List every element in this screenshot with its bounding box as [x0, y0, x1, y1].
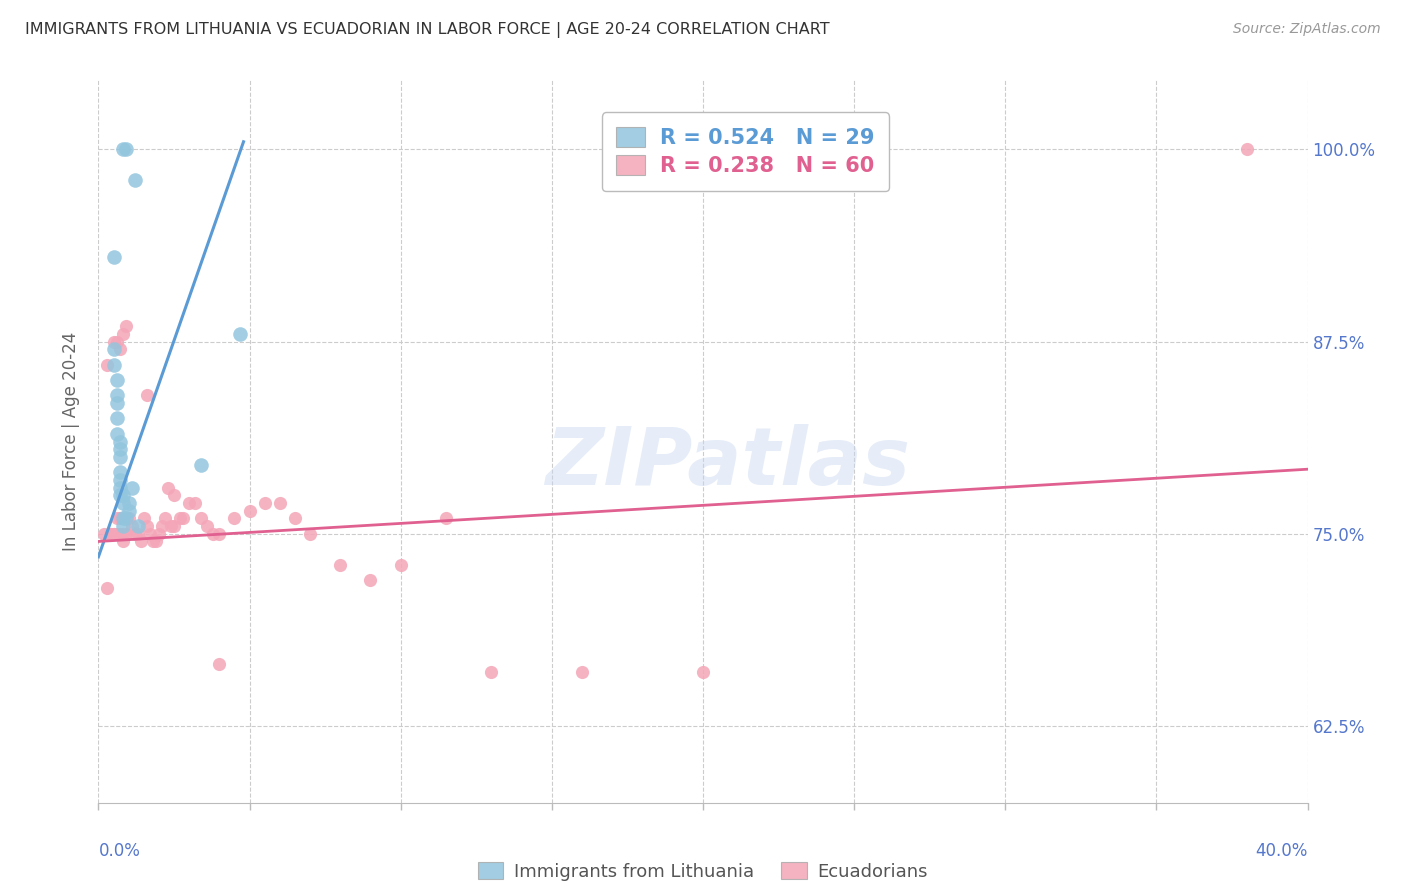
Point — [195, 519, 218, 533]
Point — [269, 496, 291, 510]
Point — [481, 665, 503, 680]
Point — [239, 504, 262, 518]
Point — [190, 458, 212, 472]
Point — [148, 526, 170, 541]
Point — [160, 519, 183, 533]
Point — [100, 526, 122, 541]
Point — [208, 526, 231, 541]
Point — [124, 526, 146, 541]
Point — [108, 473, 131, 487]
Point — [172, 511, 194, 525]
Point — [111, 496, 134, 510]
Y-axis label: In Labor Force | Age 20-24: In Labor Force | Age 20-24 — [62, 332, 80, 551]
Point — [150, 519, 173, 533]
Point — [114, 143, 136, 157]
Point — [105, 334, 128, 349]
Point — [111, 534, 134, 549]
Text: 0.0%: 0.0% — [98, 842, 141, 860]
Point — [360, 573, 382, 587]
Point — [96, 581, 118, 595]
Text: Source: ZipAtlas.com: Source: ZipAtlas.com — [1233, 22, 1381, 37]
Point — [142, 534, 165, 549]
Point — [108, 465, 131, 479]
Text: 40.0%: 40.0% — [1256, 842, 1308, 860]
Point — [108, 526, 131, 541]
Point — [129, 534, 152, 549]
Point — [103, 526, 125, 541]
Legend: Immigrants from Lithuania, Ecuadorians: Immigrants from Lithuania, Ecuadorians — [471, 855, 935, 888]
Text: IMMIGRANTS FROM LITHUANIA VS ECUADORIAN IN LABOR FORCE | AGE 20-24 CORRELATION C: IMMIGRANTS FROM LITHUANIA VS ECUADORIAN … — [25, 22, 830, 38]
Point — [105, 396, 128, 410]
Point — [135, 388, 157, 402]
Point — [179, 496, 201, 510]
Point — [108, 343, 131, 357]
Point — [103, 334, 125, 349]
Point — [111, 526, 134, 541]
Point — [93, 526, 115, 541]
Point — [103, 358, 125, 372]
Point — [111, 511, 134, 525]
Point — [114, 511, 136, 525]
Point — [571, 665, 593, 680]
Point — [145, 534, 167, 549]
Point — [103, 343, 125, 357]
Point — [105, 526, 128, 541]
Point — [163, 519, 186, 533]
Point — [389, 558, 412, 572]
Point — [96, 358, 118, 372]
Point — [153, 511, 176, 525]
Point — [156, 481, 179, 495]
Point — [111, 519, 134, 533]
Point — [208, 657, 231, 672]
Point — [118, 504, 141, 518]
Text: ZIPatlas: ZIPatlas — [544, 425, 910, 502]
Point — [108, 450, 131, 464]
Point — [253, 496, 276, 510]
Point — [111, 326, 134, 341]
Point — [118, 496, 141, 510]
Point — [105, 411, 128, 425]
Point — [103, 526, 125, 541]
Point — [135, 519, 157, 533]
Point — [108, 434, 131, 449]
Point — [190, 511, 212, 525]
Point — [108, 481, 131, 495]
Point — [111, 488, 134, 502]
Point — [127, 519, 149, 533]
Point — [111, 143, 134, 157]
Point — [105, 373, 128, 387]
Point — [184, 496, 207, 510]
Point — [163, 488, 186, 502]
Point — [100, 526, 122, 541]
Point — [434, 511, 457, 525]
Point — [329, 558, 352, 572]
Point — [124, 173, 146, 187]
Point — [108, 488, 131, 502]
Point — [121, 519, 143, 533]
Point — [105, 511, 128, 525]
Point — [229, 326, 252, 341]
Point — [108, 511, 131, 525]
Point — [139, 526, 162, 541]
Point — [127, 526, 149, 541]
Point — [108, 442, 131, 457]
Point — [118, 511, 141, 525]
Point — [121, 481, 143, 495]
Point — [105, 388, 128, 402]
Point — [105, 426, 128, 441]
Point — [284, 511, 307, 525]
Point — [103, 250, 125, 264]
Point — [114, 526, 136, 541]
Point — [169, 511, 191, 525]
Point — [224, 511, 246, 525]
Point — [202, 526, 225, 541]
Point — [692, 665, 714, 680]
Point — [132, 511, 155, 525]
Point — [114, 319, 136, 334]
Point — [1236, 143, 1258, 157]
Point — [299, 526, 322, 541]
